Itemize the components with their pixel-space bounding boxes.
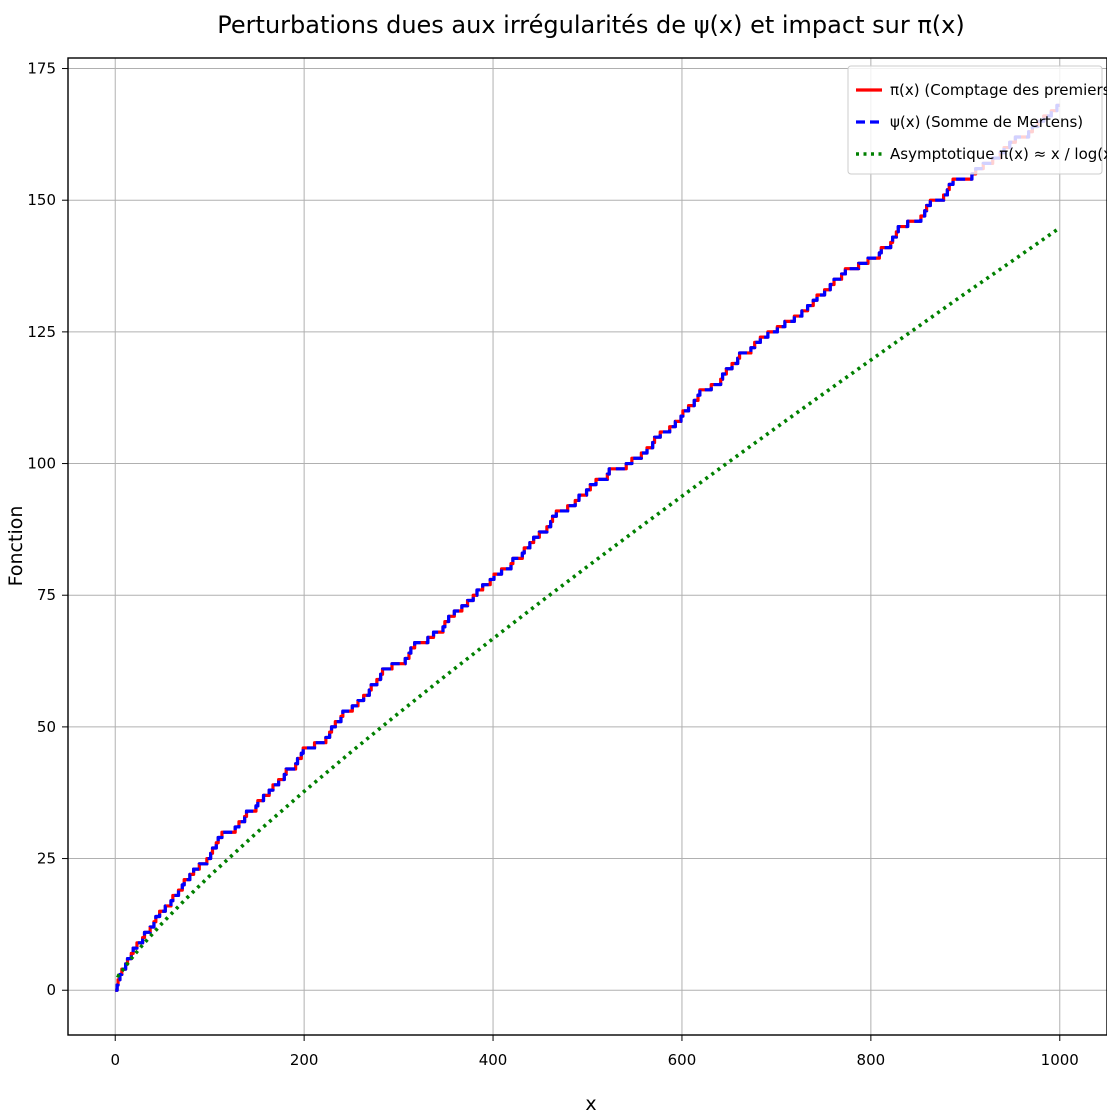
y-tick-label: 0 — [46, 981, 56, 999]
y-tick-label: 175 — [27, 60, 56, 78]
grid — [68, 58, 1107, 1035]
plot-frame — [67, 57, 1107, 1036]
y-tick-label: 75 — [37, 586, 56, 604]
plot-series — [115, 103, 1061, 992]
x-tick-label: 800 — [857, 1051, 886, 1069]
series-line-1 — [115, 103, 1060, 992]
x-tick-label: 400 — [479, 1051, 508, 1069]
y-tick-label: 25 — [37, 850, 56, 868]
legend: π(x) (Comptage des premiers) ψ(x) (Somme … — [847, 65, 1107, 175]
x-tick-label: 600 — [668, 1051, 697, 1069]
y-tick-label: 100 — [27, 455, 56, 473]
y-tick-label: 150 — [27, 191, 56, 209]
y-axis-ticks: 0 25 50 75 100 125 150 175 — [27, 60, 68, 999]
legend-label: ψ(x) (Somme de Mertens) — [890, 113, 1083, 131]
legend-label: Asymptotique π(x) ≈ x / log(x) — [890, 145, 1107, 163]
x-tick-label: 0 — [110, 1051, 120, 1069]
legend-label: π(x) (Comptage des premiers) — [890, 81, 1107, 99]
x-axis-ticks: 0 200 400 600 800 1000 — [110, 1035, 1079, 1069]
y-tick-label: 50 — [37, 718, 56, 736]
x-tick-label: 200 — [290, 1051, 319, 1069]
y-tick-label: 125 — [27, 323, 56, 341]
chart-title: Perturbations dues aux irrégularités de … — [217, 11, 964, 39]
x-tick-label: 1000 — [1041, 1051, 1079, 1069]
legend-box — [847, 65, 1103, 175]
series-line-2 — [115, 103, 1060, 992]
x-axis-label: x — [585, 1093, 596, 1115]
series-line-3 — [115, 226, 1061, 978]
y-axis-label: Fonction — [5, 506, 27, 587]
